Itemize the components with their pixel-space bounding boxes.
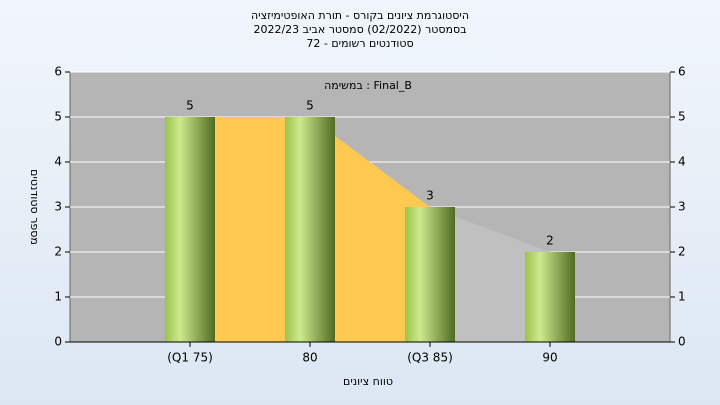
bar <box>165 117 215 342</box>
x-tick-label: (Q1 75) <box>167 351 213 365</box>
y2-tick-label: 3 <box>678 200 686 214</box>
y-tick-label: 6 <box>54 65 62 79</box>
bar <box>285 117 335 342</box>
y-tick-label: 1 <box>54 290 62 304</box>
y2-tick-label: 4 <box>678 155 686 169</box>
annotation: במשימה : Final_B <box>324 79 412 92</box>
title-line: סטודנטים רשומים - 72 <box>306 37 413 50</box>
y-tick-label: 5 <box>54 110 62 124</box>
y-axis-label: מספר סטודנטים <box>28 169 41 245</box>
trend-area <box>430 207 550 342</box>
value-label: 5 <box>186 99 194 113</box>
x-axis-label: טווח ציונים <box>343 375 393 388</box>
y-tick-label: 0 <box>54 335 62 349</box>
y2-tick-label: 2 <box>678 245 686 259</box>
title-line: היסטוגרמת ציונים בקורס - תורת האופטימיזצ… <box>251 9 469 22</box>
x-tick-label: 90 <box>542 351 557 365</box>
x-tick-label: (Q3 85) <box>407 351 453 365</box>
value-label: 2 <box>546 234 554 248</box>
y2-tick-label: 1 <box>678 290 686 304</box>
value-label: 3 <box>426 189 434 203</box>
y2-tick-label: 5 <box>678 110 686 124</box>
bar <box>525 252 575 342</box>
value-label: 5 <box>306 99 314 113</box>
x-tick-label: 80 <box>302 351 317 365</box>
y2-tick-label: 0 <box>678 335 686 349</box>
y2-tick-label: 6 <box>678 65 686 79</box>
y-tick-label: 2 <box>54 245 62 259</box>
y-tick-label: 3 <box>54 200 62 214</box>
y-tick-label: 4 <box>54 155 62 169</box>
title-line: בסמסטר (02/2022) סמסטר אביב 2022/23 <box>253 23 466 36</box>
bar <box>405 207 455 342</box>
